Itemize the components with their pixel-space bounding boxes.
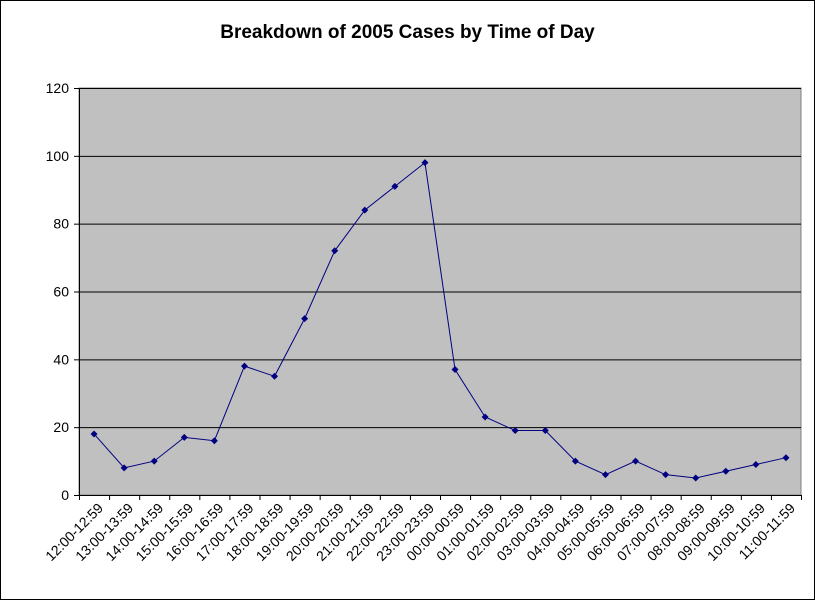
data-point-marker bbox=[271, 372, 279, 380]
data-point-marker bbox=[120, 464, 128, 472]
y-tick-label: 80 bbox=[53, 216, 69, 232]
series-line bbox=[93, 161, 787, 479]
data-point-marker bbox=[150, 457, 158, 465]
series-layer bbox=[90, 159, 790, 482]
y-tick-label: 120 bbox=[46, 80, 70, 96]
y-tick-label: 0 bbox=[61, 487, 69, 503]
gridlines bbox=[79, 88, 801, 429]
y-tick-label: 100 bbox=[46, 148, 70, 164]
data-point-marker bbox=[391, 182, 399, 190]
y-tick-label: 40 bbox=[53, 351, 69, 367]
data-point-marker bbox=[722, 467, 730, 475]
data-point-marker bbox=[301, 315, 309, 323]
data-point-marker bbox=[90, 430, 98, 438]
data-point-marker bbox=[571, 457, 579, 465]
x-axis: 12:00-12:5913:00-13:5914:00-14:5915:00-1… bbox=[42, 495, 802, 564]
data-point-marker bbox=[210, 437, 218, 445]
data-point-marker bbox=[752, 460, 760, 468]
data-point-marker bbox=[692, 474, 700, 482]
data-point-marker bbox=[632, 457, 640, 465]
data-point-marker bbox=[782, 454, 790, 462]
data-point-marker bbox=[451, 366, 459, 374]
data-point-marker bbox=[511, 427, 519, 435]
data-point-marker bbox=[481, 413, 489, 421]
data-point-marker bbox=[361, 206, 369, 214]
data-point-marker bbox=[601, 471, 609, 479]
data-point-marker bbox=[240, 362, 248, 370]
data-point-marker bbox=[180, 433, 188, 441]
y-tick-label: 60 bbox=[53, 284, 69, 300]
chart-title: Breakdown of 2005 Cases by Time of Day bbox=[220, 22, 595, 43]
y-tick-label: 20 bbox=[53, 419, 69, 435]
data-point-marker bbox=[541, 427, 549, 435]
y-axis: 0 20 40 60 80 100 120 bbox=[46, 80, 80, 503]
data-point-marker bbox=[662, 471, 670, 479]
data-point-marker bbox=[331, 247, 339, 255]
data-point-marker bbox=[421, 159, 429, 167]
